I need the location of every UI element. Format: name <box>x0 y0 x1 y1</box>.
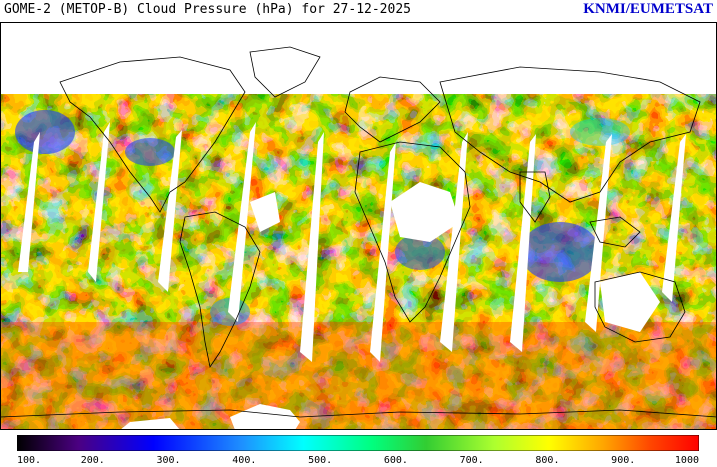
color-scale-tick: 900. <box>611 455 636 466</box>
color-scale-bar <box>17 435 699 451</box>
color-scale-ticks: 100. 200. 300. 400. 500. 600. 700. 800. 900. 1000 <box>0 455 717 467</box>
color-scale-tick: 1000 <box>674 455 699 466</box>
cloud-pressure-map <box>0 22 717 430</box>
color-scale-tick: 100. <box>17 455 42 466</box>
map-title: GOME-2 (METOP-B) Cloud Pressure (hPa) fo… <box>4 2 411 17</box>
color-scale-tick: 500. <box>308 455 333 466</box>
color-scale-tick: 700. <box>459 455 484 466</box>
color-scale-tick: 800. <box>535 455 560 466</box>
credit-label: KNMI/EUMETSAT <box>583 1 713 17</box>
coastlines <box>0 46 717 418</box>
color-scale-tick: 600. <box>383 455 408 466</box>
color-scale-tick: 300. <box>156 455 181 466</box>
color-scale-tick: 200. <box>80 455 105 466</box>
color-scale-tick: 400. <box>232 455 257 466</box>
